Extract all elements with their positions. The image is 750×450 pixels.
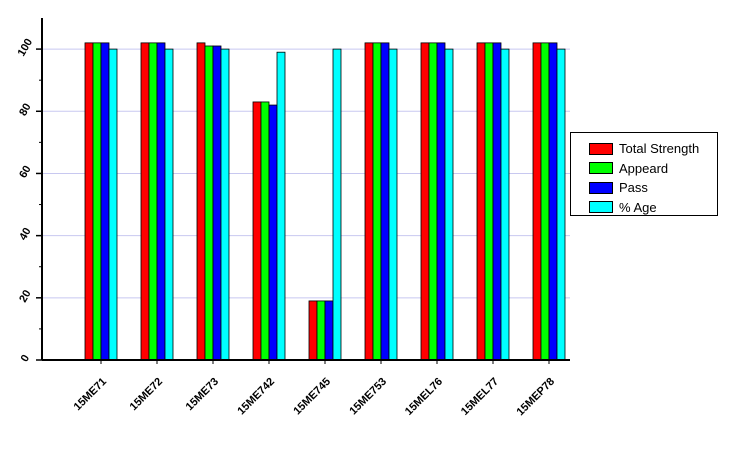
bar-total-strength-15me753 [364, 42, 374, 361]
bar-pass-15mel76 [436, 42, 446, 361]
x-tick-label: 15ME742 [235, 376, 277, 418]
bar-total-strength-15me73 [196, 42, 206, 361]
y-tick-label: 60 [17, 164, 34, 181]
x-tick-label: 15ME73 [184, 376, 221, 413]
bar-appeard-15me71 [92, 42, 102, 361]
legend-swatch-pass [589, 181, 613, 194]
legend-swatch-appeard [589, 162, 613, 175]
x-tick-label: 15ME72 [128, 376, 165, 413]
y-axis-ticks: 0 20 40 60 80 100 [16, 37, 42, 364]
bar-pass-15mep78 [548, 42, 558, 361]
legend-item-pass: Pass [589, 178, 717, 198]
bar-total-strength-15me71 [84, 42, 94, 361]
legend-swatch-percent-age [589, 201, 613, 214]
bar-total-strength-15mep78 [532, 42, 542, 361]
y-tick-label: 80 [17, 101, 34, 118]
bar-pass-15mel77 [492, 42, 502, 361]
y-tick-label: 40 [17, 226, 34, 243]
bar-age-15me745 [332, 48, 342, 361]
y-tick-label: 0 [19, 353, 32, 364]
bar-pass-15me73 [212, 45, 222, 361]
bar-total-strength-15mel77 [476, 42, 486, 361]
legend-label: % Age [619, 199, 657, 215]
bar-age-15me72 [164, 48, 174, 361]
legend-item-appeard: Appeard [589, 159, 717, 179]
legend-label: Total Strength [619, 141, 700, 157]
bar-group [84, 42, 566, 361]
bar-appeard-15me73 [204, 45, 214, 361]
bar-total-strength-15me745 [308, 300, 318, 361]
legend-item-percent-age: % Age [589, 198, 717, 218]
bar-age-15me71 [108, 48, 118, 361]
x-tick-label: 15ME745 [291, 376, 333, 418]
legend-swatch-total-strength [589, 142, 613, 155]
x-tick-label: 15ME753 [347, 376, 389, 418]
bar-appeard-15me742 [260, 101, 270, 361]
bar-total-strength-15me72 [140, 42, 150, 361]
y-tick-label: 100 [16, 37, 36, 59]
bar-appeard-15me753 [372, 42, 382, 361]
x-tick-label: 15MEL76 [403, 376, 445, 418]
x-tick-label: 15ME71 [72, 376, 109, 413]
x-axis-ticks: 15ME71 15ME72 15ME73 15ME742 15ME745 15ME753 1… [72, 360, 557, 418]
bar-age-15me753 [388, 48, 398, 361]
bar-pass-15me745 [324, 300, 334, 361]
legend: Total Strength Appeard Pass % Age [570, 132, 718, 216]
bar-age-15me742 [276, 51, 286, 361]
bar-pass-15me753 [380, 42, 390, 361]
bar-pass-15me71 [100, 42, 110, 361]
bar-age-15me73 [220, 48, 230, 361]
bar-pass-15me742 [268, 104, 278, 361]
y-tick-label: 20 [17, 288, 34, 305]
bar-age-15mel76 [444, 48, 454, 361]
legend-label: Appeard [619, 160, 669, 176]
bar-age-15mel77 [500, 48, 510, 361]
bar-appeard-15mep78 [540, 42, 550, 361]
bar-appeard-15mel76 [428, 42, 438, 361]
x-tick-label: 15MEL77 [459, 376, 501, 418]
bar-total-strength-15mel76 [420, 42, 430, 361]
bar-appeard-15me745 [316, 300, 326, 361]
bar-total-strength-15me742 [252, 101, 262, 361]
x-tick-label: 15MEP78 [514, 376, 557, 419]
bar-appeard-15me72 [148, 42, 158, 361]
axes [41, 18, 570, 361]
legend-label: Pass [619, 180, 648, 196]
bar-pass-15me72 [156, 42, 166, 361]
bar-age-15mep78 [556, 48, 566, 361]
bar-appeard-15mel77 [484, 42, 494, 361]
legend-item-total-strength: Total Strength [589, 139, 717, 159]
